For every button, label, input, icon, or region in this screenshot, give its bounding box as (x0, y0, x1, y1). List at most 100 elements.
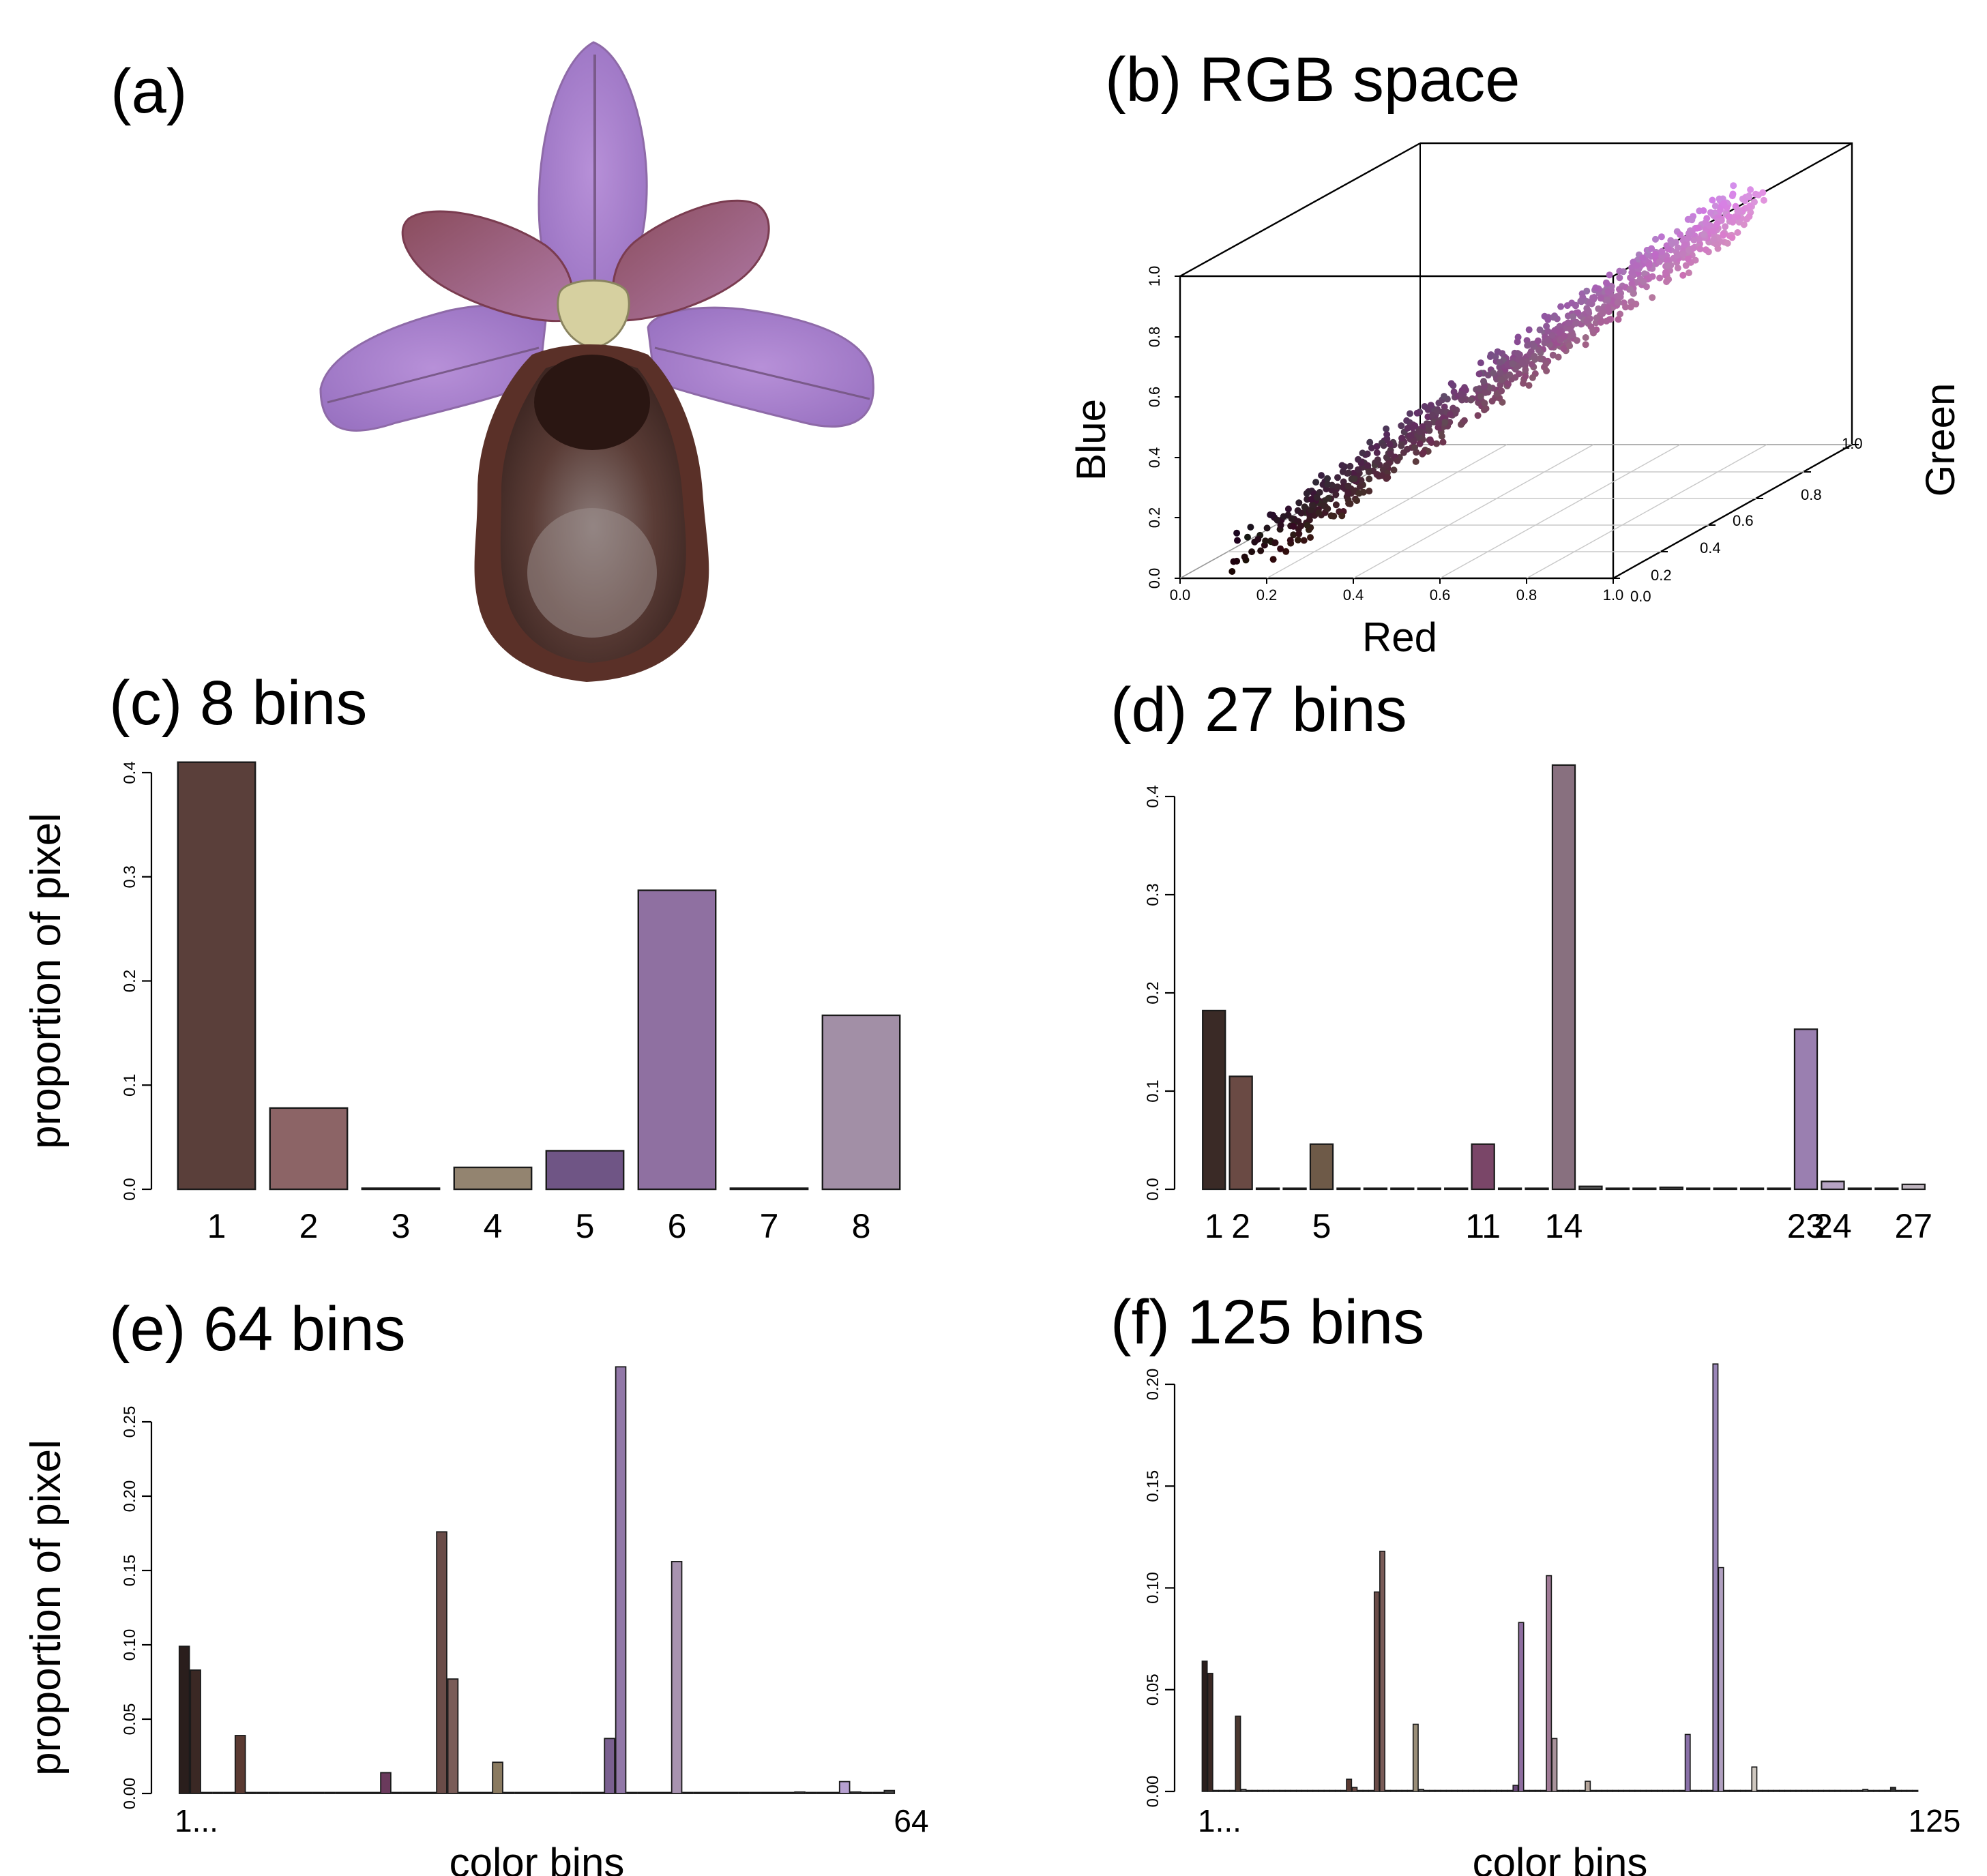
bar (1793, 1028, 1819, 1191)
x-tick-label: 5 (1312, 1207, 1331, 1245)
bar (1756, 1789, 1763, 1792)
rgb-point (1597, 295, 1604, 302)
bar (1632, 1187, 1657, 1191)
rgb-point (1550, 314, 1557, 321)
rgb-point (1334, 483, 1341, 490)
bar (1590, 1789, 1597, 1792)
rgb-point (1294, 536, 1301, 544)
rgb-point (1728, 234, 1736, 241)
rgb-point (1569, 331, 1576, 339)
rgb-point (1290, 522, 1297, 530)
rgb-point (1355, 490, 1363, 497)
blue-tick: 0.0 (1146, 568, 1163, 589)
rgb-point (1589, 294, 1596, 301)
chart-64-bins: 0.00 0.05 0.10 0.15 0.20 0.25 proportion of pi… (23, 1366, 929, 1876)
rgb-point (1603, 280, 1610, 287)
rgb-point (1481, 400, 1488, 407)
y-tick-label: 0.3 (121, 865, 139, 888)
rgb-point (1313, 494, 1321, 501)
red-tick: 0.0 (1170, 586, 1191, 604)
bar (1601, 1789, 1608, 1792)
bar (548, 1791, 559, 1794)
rgb-point (1720, 232, 1727, 239)
rgb-point (1407, 432, 1415, 439)
rgb-point (1617, 310, 1623, 318)
bar (1767, 1789, 1774, 1792)
rgb-point (1247, 524, 1254, 531)
bar (1701, 1789, 1708, 1792)
bar (1884, 1789, 1891, 1792)
bar (1696, 1789, 1702, 1792)
green-axis-label: Green (1917, 383, 1963, 497)
bar (1340, 1789, 1347, 1792)
bar (1490, 1789, 1497, 1792)
bar (1795, 1789, 1802, 1792)
bar (1821, 1180, 1845, 1191)
y-tick-label: 0.00 (1144, 1776, 1162, 1808)
rgb-point (1419, 449, 1427, 456)
bar (312, 1791, 325, 1794)
rgb-point (1582, 341, 1589, 348)
bar (1284, 1789, 1291, 1792)
bar (1246, 1789, 1252, 1792)
bar (1396, 1789, 1402, 1792)
rgb-point (1760, 196, 1767, 204)
y-tick-label: 0.1 (121, 1074, 139, 1097)
bar (347, 1791, 358, 1794)
bar (545, 1150, 625, 1191)
green-tick: 0.6 (1733, 512, 1754, 529)
bar (1662, 1789, 1669, 1792)
green-tick: 0.4 (1700, 539, 1721, 556)
bar (1546, 1575, 1552, 1792)
rgb-point (1519, 359, 1526, 366)
x-tick-label-last: 125 (1909, 1803, 1961, 1838)
bar (1444, 1187, 1469, 1191)
rgb-point (1230, 558, 1237, 565)
bar (1307, 1789, 1314, 1792)
rgb-point (1380, 442, 1387, 449)
bar (447, 1678, 459, 1794)
rgb-point (1354, 466, 1362, 473)
rgb-point (1599, 310, 1606, 317)
x-tick-label: 1 (207, 1207, 226, 1245)
bar (1385, 1789, 1392, 1792)
rgb-point (1441, 393, 1447, 400)
y-tick-label: 0.1 (1144, 1080, 1162, 1102)
rgb-point (1628, 269, 1636, 276)
rgb-point (1338, 512, 1346, 520)
rgb-point (1684, 255, 1692, 263)
bar (615, 1366, 627, 1794)
bar (1323, 1789, 1330, 1792)
bar (1479, 1789, 1486, 1792)
bar (1812, 1789, 1819, 1792)
x-tick-label: 8 (852, 1207, 871, 1245)
rgb-point (1525, 382, 1533, 389)
bar (1429, 1789, 1436, 1792)
x-tick-label: 27 (1894, 1207, 1932, 1245)
bar (413, 1791, 426, 1794)
bar (1418, 1789, 1424, 1792)
bar (1640, 1789, 1647, 1792)
rgb-point (1359, 449, 1366, 457)
rgb-point (1722, 223, 1729, 230)
bar (838, 1781, 851, 1794)
y-tick-label: 0.2 (1144, 981, 1162, 1004)
rgb-point (1616, 286, 1623, 293)
rgb-point (1514, 338, 1521, 346)
bar (1318, 1789, 1325, 1792)
rgb-point (1277, 522, 1284, 529)
x-tick-label: 2 (1231, 1207, 1250, 1245)
rgb-point (1271, 539, 1279, 546)
bar (361, 1187, 441, 1191)
bar (872, 1791, 884, 1794)
bar (256, 1791, 269, 1794)
rgb-point (1284, 505, 1292, 513)
rgb-point (1426, 427, 1433, 434)
rgb-point (1528, 361, 1535, 368)
panel-b-label: (b) RGB space (1105, 45, 1520, 115)
bar (1484, 1789, 1491, 1792)
rgb-point (1645, 262, 1653, 269)
rgb-point (1344, 489, 1352, 496)
bar (1497, 1187, 1522, 1191)
rgb-point (1346, 462, 1354, 470)
